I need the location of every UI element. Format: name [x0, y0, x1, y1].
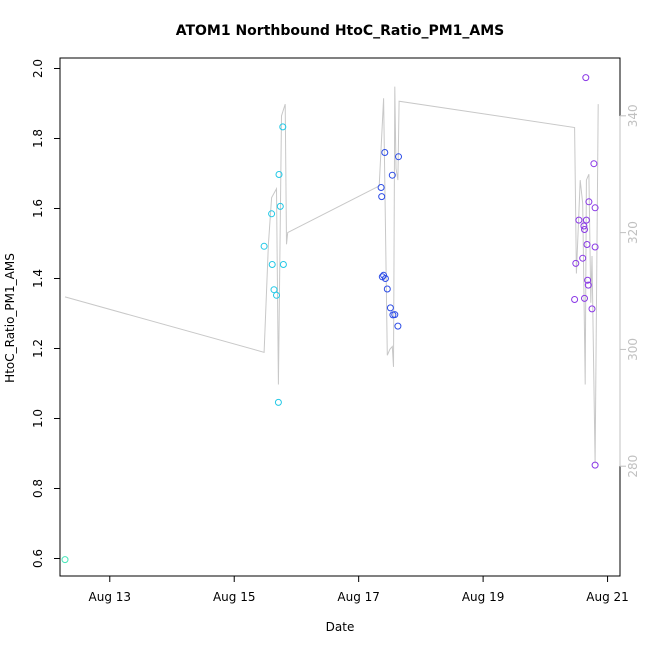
- y2-tick-label-2: 320: [626, 221, 640, 244]
- data-point-36: [585, 198, 593, 206]
- secondary-y-axis: 280 300 320 340: [619, 104, 640, 478]
- data-point-11: [377, 184, 385, 191]
- data-point-28: [580, 222, 588, 230]
- data-point-30: [581, 294, 588, 302]
- data-point-24: [571, 296, 579, 303]
- y-tick-label-0: 0.6: [31, 549, 45, 568]
- y2-tick-label-0: 280: [626, 455, 640, 478]
- plot-area-border: [59, 57, 621, 577]
- data-point-19: [388, 171, 396, 179]
- data-point-8: [276, 202, 284, 210]
- data-point-9: [279, 123, 287, 131]
- y2-tick-label-3: 340: [626, 104, 640, 127]
- y-tick-label-6: 1.8: [31, 129, 45, 148]
- data-points-layer: [61, 74, 599, 564]
- data-point-39: [591, 204, 599, 212]
- data-point-6: [274, 398, 282, 406]
- data-point-27: [579, 254, 587, 262]
- data-point-3: [268, 261, 276, 268]
- y-tick-label-5: 1.6: [31, 199, 45, 218]
- x-tick-label-2: Aug 17: [337, 590, 380, 604]
- data-point-34: [584, 276, 592, 284]
- x-axis: Aug 13 Aug 15 Aug 17 Aug 19 Aug 21: [89, 575, 629, 604]
- data-point-4: [270, 286, 278, 294]
- data-point-17: [383, 285, 391, 293]
- data-point-7: [275, 171, 283, 178]
- data-point-37: [588, 305, 596, 313]
- y-tick-label-3: 1.2: [31, 339, 45, 358]
- data-point-33: [583, 241, 591, 248]
- data-point-5: [273, 291, 280, 299]
- data-point-18: [386, 304, 394, 312]
- data-point-0: [61, 556, 69, 564]
- data-point-15: [381, 149, 389, 156]
- data-point-29: [581, 226, 588, 233]
- data-point-26: [575, 216, 583, 224]
- data-point-1: [260, 242, 268, 250]
- data-point-41: [591, 461, 599, 469]
- y-axis-label: HtoC_Ratio_PM1_AMS: [3, 253, 17, 383]
- data-point-32: [582, 216, 590, 224]
- x-tick-label-1: Aug 15: [213, 590, 256, 604]
- data-point-35: [584, 281, 592, 289]
- y-tick-label-2: 1.0: [31, 409, 45, 428]
- y-tick-label-7: 2.0: [31, 59, 45, 78]
- x-tick-label-3: Aug 19: [462, 590, 505, 604]
- secondary-trace-line: [64, 86, 599, 464]
- secondary-line-layer: [64, 86, 599, 464]
- data-point-12: [378, 193, 386, 201]
- data-point-22: [394, 322, 402, 330]
- data-point-23: [395, 153, 402, 161]
- data-point-38: [590, 160, 598, 168]
- y2-tick-label-1: 300: [626, 338, 640, 361]
- data-point-31: [582, 74, 590, 82]
- x-axis-label: Date: [326, 620, 355, 634]
- data-point-2: [268, 210, 276, 218]
- data-point-25: [572, 259, 580, 267]
- y-tick-label-4: 1.4: [31, 269, 45, 288]
- y-axis: 0.6 0.8 1.0 1.2 1.4 1.6 1.8 2.0: [31, 59, 61, 568]
- x-tick-label-0: Aug 13: [89, 590, 132, 604]
- chart-title: ATOM1 Northbound HtoC_Ratio_PM1_AMS: [176, 23, 505, 39]
- data-point-16: [381, 275, 389, 282]
- data-point-10: [279, 261, 287, 268]
- data-point-21: [391, 311, 399, 319]
- data-point-40: [591, 243, 599, 251]
- x-tick-label-4: Aug 21: [586, 590, 629, 604]
- y-tick-label-1: 0.8: [31, 479, 45, 498]
